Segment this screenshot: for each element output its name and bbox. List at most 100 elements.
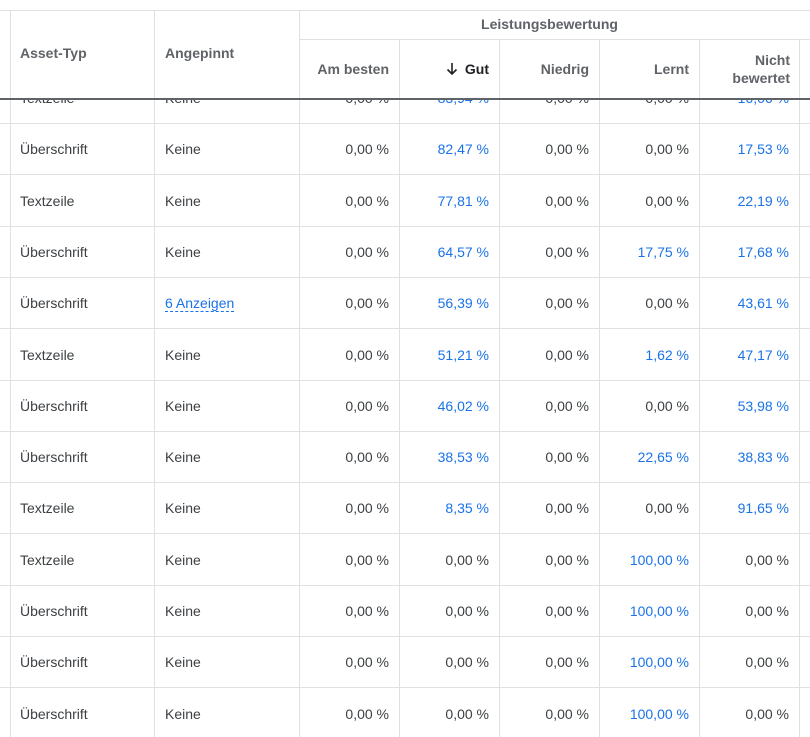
cell-not-rated[interactable]: 38,83 % — [737, 449, 789, 466]
grid-line — [799, 39, 800, 737]
cell-low: 0,00 % — [545, 654, 589, 671]
cell-best: 0,00 % — [345, 500, 389, 517]
cell-learning[interactable]: 100,00 % — [629, 705, 689, 722]
cell-asset-type: Überschrift — [20, 705, 88, 722]
cell-pinned: Keine — [165, 654, 201, 671]
cell-asset-type: Überschrift — [20, 243, 88, 260]
cell-asset-type: Textzeile — [20, 346, 75, 363]
header-bottom-divider — [0, 98, 810, 100]
column-header-not-rated-line2: bewertet — [732, 70, 790, 86]
cell-learning[interactable]: 100,00 % — [629, 654, 689, 671]
cell-learning[interactable]: 22,65 % — [637, 449, 689, 466]
cell-low: 0,00 % — [545, 705, 589, 722]
cell-good[interactable]: 82,47 % — [437, 141, 489, 158]
cell-asset-type: Textzeile — [20, 500, 75, 517]
grid-line — [10, 10, 11, 99]
table-row: Textzeile Keine 0,00 % 8,35 % 0,00 % 0,00 % 91… — [0, 483, 810, 535]
header-top-divider — [0, 10, 810, 11]
cell-not-rated: 0,00 % — [745, 654, 789, 671]
cell-best: 0,00 % — [345, 654, 389, 671]
cell-low: 0,00 % — [545, 295, 589, 312]
cell-low: 0,00 % — [545, 243, 589, 260]
cell-pinned: 6 Anzeigen — [165, 278, 295, 329]
grid-line — [399, 39, 400, 737]
cell-best: 0,00 % — [345, 141, 389, 158]
grid-line — [599, 39, 600, 99]
cell-asset-type: Textzeile — [20, 192, 75, 209]
column-header-not-rated-line1: Nicht — [755, 52, 790, 68]
group-header-performance: Leistungsbewertung — [481, 16, 618, 32]
grid-line — [499, 39, 500, 99]
cell-best: 0,00 % — [345, 551, 389, 568]
cell-best: 0,00 % — [345, 397, 389, 414]
cell-pinned: Keine — [165, 603, 201, 619]
cell-low: 0,00 % — [545, 500, 589, 517]
grid-line — [10, 0, 11, 737]
cell-good[interactable]: 77,81 % — [437, 192, 489, 209]
cell-learning: 0,00 % — [645, 397, 689, 414]
table-row: Überschrift Keine 0,00 % 0,00 % 0,00 % 100,00… — [0, 637, 810, 689]
grid-line — [499, 39, 500, 737]
table-row: Überschrift Keine 0,00 % 82,47 % 0,00 % 0,00 … — [0, 124, 810, 176]
cell-not-rated: 0,00 % — [745, 603, 789, 619]
cell-good: 0,00 % — [445, 551, 489, 568]
header-group-divider — [299, 39, 810, 40]
table-row: Überschrift Keine 0,00 % 0,00 % 0,00 % 100,00… — [0, 586, 810, 637]
cell-good[interactable]: 38,53 % — [437, 449, 489, 466]
cell-low: 0,00 % — [545, 603, 589, 619]
cell-pinned: Keine — [165, 449, 201, 466]
cell-not-rated[interactable]: 17,68 % — [737, 243, 789, 260]
column-header-learning[interactable]: Lernt — [654, 61, 689, 77]
table-row: Überschrift Keine 0,00 % 0,00 % 0,00 % 100,00… — [0, 689, 810, 737]
cell-not-rated[interactable]: 53,98 % — [737, 397, 789, 414]
table-row: Überschrift Keine 0,00 % 38,53 % 0,00 % 22,65… — [0, 432, 810, 484]
grid-line — [154, 0, 155, 737]
cell-best: 0,00 % — [345, 295, 389, 312]
grid-line — [299, 10, 300, 99]
cell-asset-type: Überschrift — [20, 449, 88, 466]
cell-learning[interactable]: 17,75 % — [637, 243, 689, 260]
cell-pinned: Keine — [165, 141, 201, 158]
column-header-asset-type[interactable]: Asset-Typ — [20, 45, 87, 61]
cell-learning[interactable]: 1,62 % — [645, 346, 689, 363]
cell-asset-type: Überschrift — [20, 295, 88, 312]
cell-good[interactable]: 8,35 % — [445, 500, 489, 517]
cell-good: 0,00 % — [445, 705, 489, 722]
cell-learning[interactable]: 100,00 % — [629, 603, 689, 619]
table-row: Überschrift 6 Anzeigen 0,00 % 56,39 % 0,00 %… — [0, 278, 810, 330]
grid-line — [154, 10, 155, 99]
cell-good[interactable]: 46,02 % — [437, 397, 489, 414]
cell-learning: 0,00 % — [645, 500, 689, 517]
cell-pinned: Keine — [165, 705, 201, 722]
cell-best: 0,00 % — [345, 243, 389, 260]
cell-good[interactable]: 56,39 % — [437, 295, 489, 312]
cell-not-rated[interactable]: 22,19 % — [737, 192, 789, 209]
cell-low: 0,00 % — [545, 346, 589, 363]
cell-asset-type: Überschrift — [20, 603, 88, 619]
cell-not-rated[interactable]: 47,17 % — [737, 346, 789, 363]
column-header-good[interactable]: Gut — [399, 60, 489, 78]
cell-pinned: Keine — [165, 500, 201, 517]
cell-best: 0,00 % — [345, 346, 389, 363]
cell-asset-type: Überschrift — [20, 654, 88, 671]
cell-not-rated[interactable]: 91,65 % — [737, 500, 789, 517]
cell-low: 0,00 % — [545, 449, 589, 466]
grid-line — [599, 39, 600, 737]
cell-learning: 0,00 % — [645, 192, 689, 209]
cell-learning[interactable]: 100,00 % — [629, 551, 689, 568]
grid-line — [399, 39, 400, 99]
cell-low: 0,00 % — [545, 141, 589, 158]
table-row: Überschrift Keine 0,00 % 64,57 % 0,00 % 17,75… — [0, 227, 810, 278]
column-header-not-rated[interactable]: Nicht bewertet — [699, 51, 790, 87]
cell-good[interactable]: 51,21 % — [437, 346, 489, 363]
cell-not-rated[interactable]: 17,53 % — [737, 141, 789, 158]
arrow-down-icon — [446, 63, 457, 76]
cell-good[interactable]: 64,57 % — [437, 243, 489, 260]
cell-pinned: Keine — [165, 192, 201, 209]
column-header-pinned[interactable]: Angepinnt — [165, 45, 235, 61]
cell-not-rated[interactable]: 43,61 % — [737, 295, 789, 312]
column-header-low[interactable]: Niedrig — [540, 61, 589, 77]
pinned-ads-link[interactable]: 6 Anzeigen — [165, 295, 235, 313]
column-header-best[interactable]: Am besten — [317, 61, 389, 77]
